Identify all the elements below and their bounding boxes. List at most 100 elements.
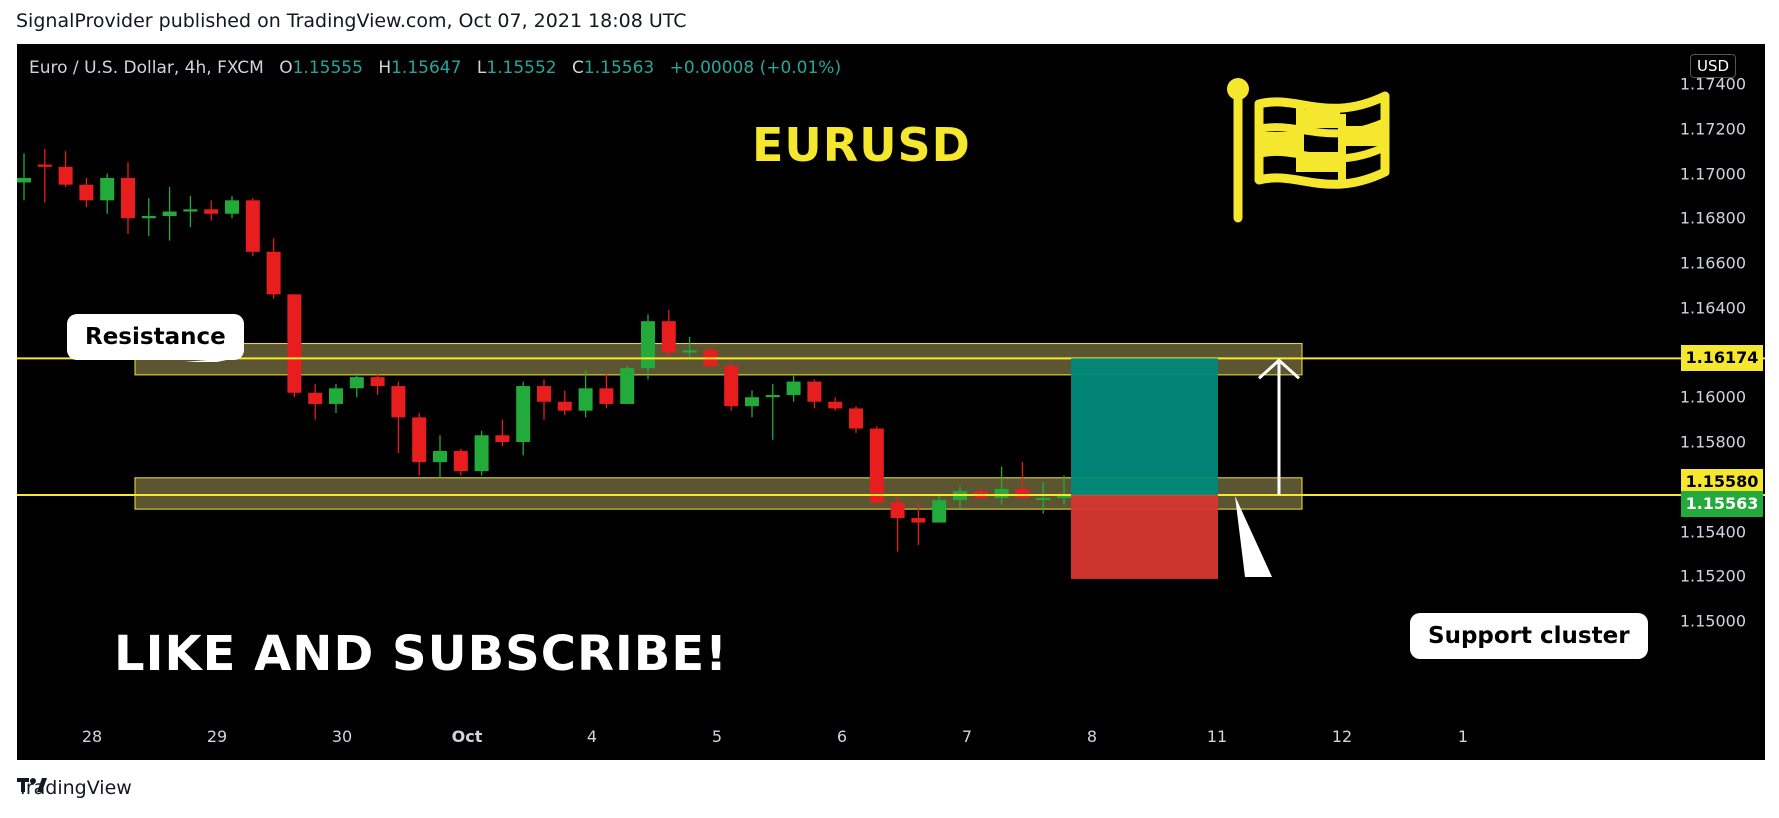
time-tick-label: 30 [331,727,353,746]
candle-body [37,164,52,167]
high-value: 1.15647 [391,58,462,78]
low-label: L [476,58,487,78]
candle-body [412,417,427,463]
candle-body [100,177,115,201]
candle-body [786,381,801,396]
close-label: C [572,58,584,78]
resistance-price-badge: 1.16174 [1681,345,1763,372]
price-tick-label: 1.17000 [1679,164,1746,183]
chart-svg [17,78,1765,579]
candle-body [641,321,655,369]
candle-body [287,294,302,393]
candle-body [869,428,884,503]
candle-body [308,392,323,404]
time-tick-label: 4 [586,727,598,746]
time-tick-label: 7 [961,727,973,746]
candle-body [162,211,177,217]
price-tick-label: 1.17400 [1679,74,1746,94]
publish-caption: SignalProvider published on TradingView.… [16,10,687,32]
time-tick-label: 8 [1086,727,1098,746]
candle-body [745,397,759,407]
candle-body [1057,495,1071,498]
flag-icon [1254,91,1390,189]
candle-body [245,200,260,252]
close-value: 1.15563 [583,58,655,78]
candle-body [433,450,447,463]
symbol-label[interactable]: Euro / U.S. Dollar, 4h, FXCM [29,58,264,78]
candle-body [453,450,468,472]
price-tick-label: 1.17200 [1679,119,1746,139]
candle-body [17,177,31,183]
candle-body [994,488,1009,498]
candle-body [932,500,947,523]
flag-check-square [1304,110,1340,128]
candle-body [370,377,385,387]
candle-body [204,209,219,214]
open-label: O [279,58,293,78]
change-value: +0.00008 (+0.01%) [669,58,842,78]
time-tick-label: 5 [711,727,723,746]
flag-check-square [1304,152,1340,172]
candle-body [183,209,198,212]
candle-body [537,386,551,402]
candle-body [682,350,697,353]
candle-body [578,388,593,411]
price-tick-label: 1.16800 [1679,208,1746,228]
candle-body [474,435,489,472]
candle-body [911,518,926,523]
brand-label: TradingView [17,777,132,799]
time-tick-label: Oct [451,727,483,746]
time-tick-label: 29 [206,727,228,746]
candle-body [724,365,739,407]
candle-body [58,166,73,185]
candle-body [266,251,281,295]
high-label: H [378,58,392,78]
time-tick-label: 1 [1457,727,1469,746]
open-value: 1.15555 [292,58,363,78]
low-value: 1.15552 [486,58,557,78]
candle-body [391,386,406,418]
tradingview-icon [17,778,47,792]
time-tick-label: 28 [81,727,103,746]
candle-body [661,321,676,353]
candle-body [79,184,94,201]
currency-button[interactable]: USD [1690,54,1737,78]
chart-area[interactable]: Euro / U.S. Dollar, 4h, FXCM O1.15555 H1… [17,44,1765,760]
like-subscribe-text: LIKE AND SUBSCRIBE! [114,626,729,682]
price-tick-label: 1.15000 [1679,611,1746,631]
candle-body [620,368,635,404]
support-callout: Support cluster [1410,613,1648,659]
candle-body [849,408,863,429]
profit-zone [1071,358,1218,496]
flag-check-square [1262,132,1298,152]
resistance-callout: Resistance [67,314,244,360]
candle-body [329,388,343,404]
target-arrow-head [1257,358,1301,380]
target-price-badge: 1.15580 [1681,469,1763,496]
flag-pole-knob [1227,78,1249,100]
time-tick-label: 11 [1206,727,1228,746]
time-tick-label: 6 [836,727,848,746]
flag-check-square [1345,126,1383,146]
candle-body [890,502,905,519]
candle-body [828,401,843,409]
candle-body [807,381,822,402]
candle-body [1015,488,1030,498]
candle-body [225,200,239,214]
price-tick-label: 1.15800 [1679,432,1746,452]
price-tick-label: 1.16600 [1679,253,1746,273]
loss-zone [1071,495,1218,579]
price-tick-label: 1.16000 [1679,387,1746,407]
candle-body [349,377,364,389]
candle-body [516,386,531,442]
candle-body [765,395,780,398]
last-price-badge: 1.15563 [1681,491,1763,518]
tradingview-logo[interactable]: TradingView [17,777,132,799]
ohlc-legend: Euro / U.S. Dollar, 4h, FXCM O1.15555 H1… [29,58,841,78]
price-tick-label: 1.15400 [1679,522,1746,541]
candle-body [1036,497,1051,500]
time-tick-label: 12 [1331,727,1353,746]
price-tick-label: 1.16400 [1679,298,1746,318]
candle-body [141,216,156,219]
candle-body [495,435,510,442]
